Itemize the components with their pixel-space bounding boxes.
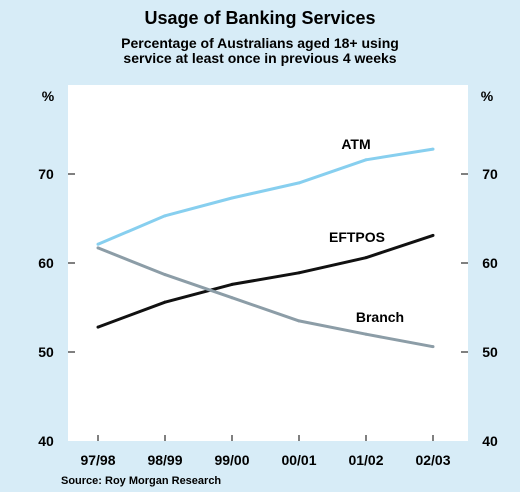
y-tick-label-right-40: 40 (482, 433, 498, 449)
data-point-atm-4 (364, 158, 368, 162)
x-tick-label-2: 99/00 (214, 452, 249, 468)
series-label-branch: Branch (356, 309, 404, 325)
y-axis-label-right: % (481, 88, 494, 104)
x-tick-label-4: 01/02 (348, 452, 383, 468)
y-tick-label-right-70: 70 (482, 166, 498, 182)
data-point-atm-3 (297, 181, 301, 185)
y-tick-label-right-50: 50 (482, 344, 498, 360)
chart-title: Usage of Banking Services (144, 8, 375, 28)
series-line-eftpos (97, 233, 434, 329)
data-point-branch-2 (230, 296, 234, 300)
data-point-eftpos-5 (431, 233, 435, 237)
source-note: Source: Roy Morgan Research (61, 475, 221, 487)
data-point-eftpos-2 (230, 282, 234, 286)
data-point-atm-0 (96, 242, 100, 246)
data-point-atm-5 (431, 147, 435, 151)
y-tick-label-left-40: 40 (38, 433, 54, 449)
data-point-branch-3 (297, 319, 301, 323)
data-point-eftpos-1 (163, 300, 167, 304)
plot-area (68, 85, 468, 441)
data-point-atm-1 (163, 214, 167, 218)
series-label-atm: ATM (341, 136, 370, 152)
series-line-atm (97, 147, 434, 246)
x-tick-label-3: 00/01 (281, 452, 316, 468)
chart-subtitle-line-2: service at least once in previous 4 week… (123, 50, 396, 66)
y-tick-label-right-60: 60 (482, 255, 498, 271)
data-point-branch-1 (163, 273, 167, 277)
data-point-atm-2 (230, 196, 234, 200)
y-axis-label-left: % (42, 88, 55, 104)
y-tick-label-left-50: 50 (38, 344, 54, 360)
data-point-eftpos-4 (364, 256, 368, 260)
data-point-branch-5 (431, 345, 435, 349)
series-line-branch (97, 246, 434, 349)
chart-subtitle-line-1: Percentage of Australians aged 18+ using (121, 35, 399, 51)
y-tick-label-left-60: 60 (38, 255, 54, 271)
data-point-branch-0 (96, 246, 100, 250)
x-tick-label-5: 02/03 (415, 452, 450, 468)
x-tick-label-0: 97/98 (80, 452, 115, 468)
data-point-eftpos-3 (297, 271, 301, 275)
y-tick-label-left-70: 70 (38, 166, 54, 182)
data-point-eftpos-0 (96, 325, 100, 329)
data-point-branch-4 (364, 332, 368, 336)
series-label-eftpos: EFTPOS (329, 229, 385, 245)
x-tick-label-1: 98/99 (147, 452, 182, 468)
